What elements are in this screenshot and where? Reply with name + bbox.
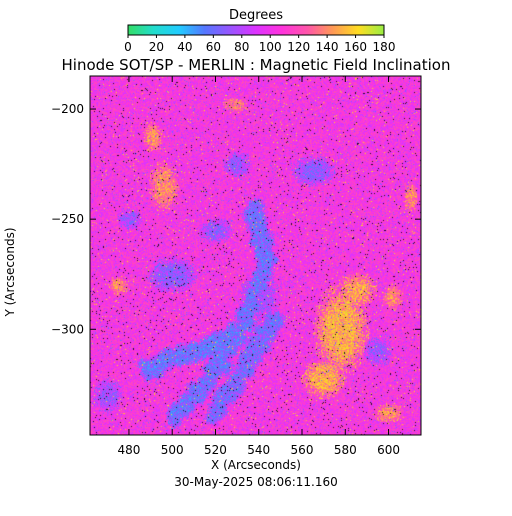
x-tick-label: 500	[161, 443, 184, 457]
observation-timestamp: 30-May-2025 08:06:11.160	[174, 475, 338, 489]
x-tick-label: 580	[334, 443, 357, 457]
x-tick-label: 480	[117, 443, 140, 457]
colorbar-ticks: 0 20 40 60 80 100 120 140 160 180	[124, 35, 395, 54]
colorbar-label: Degrees	[229, 8, 283, 23]
inclination-heatmap	[90, 76, 421, 435]
x-axis-ticks: 480 500 520 540 560 580 600	[117, 76, 400, 457]
colorbar-tick-label: 80	[234, 40, 249, 54]
x-axis-label: X (Arcseconds)	[211, 458, 301, 472]
y-axis-label: Y (Arcseconds)	[3, 227, 17, 317]
x-tick-label: 540	[247, 443, 270, 457]
plot-frame	[89, 75, 422, 436]
colorbar-tick-label: 60	[206, 40, 221, 54]
colorbar-tick-label: 180	[373, 40, 396, 54]
colorbar-tick-label: 160	[344, 40, 367, 54]
chart-title: Hinode SOT/SP - MERLIN : Magnetic Field …	[62, 56, 451, 74]
colorbar-tick-label: 140	[316, 40, 339, 54]
y-axis-ticks: −200 −250 −300	[51, 102, 421, 336]
x-tick-label: 600	[377, 443, 400, 457]
colorbar	[127, 24, 385, 36]
colorbar-tick-label: 0	[124, 40, 132, 54]
colorbar-tick-label: 120	[287, 40, 310, 54]
colorbar-tick-label: 40	[177, 40, 192, 54]
x-tick-label: 560	[291, 443, 314, 457]
colorbar-tick-label: 20	[149, 40, 164, 54]
y-tick-label: −300	[51, 322, 84, 336]
y-tick-label: −200	[51, 102, 84, 116]
x-tick-label: 520	[204, 443, 227, 457]
y-tick-label: −250	[51, 212, 84, 226]
colorbar-tick-label: 100	[259, 40, 282, 54]
